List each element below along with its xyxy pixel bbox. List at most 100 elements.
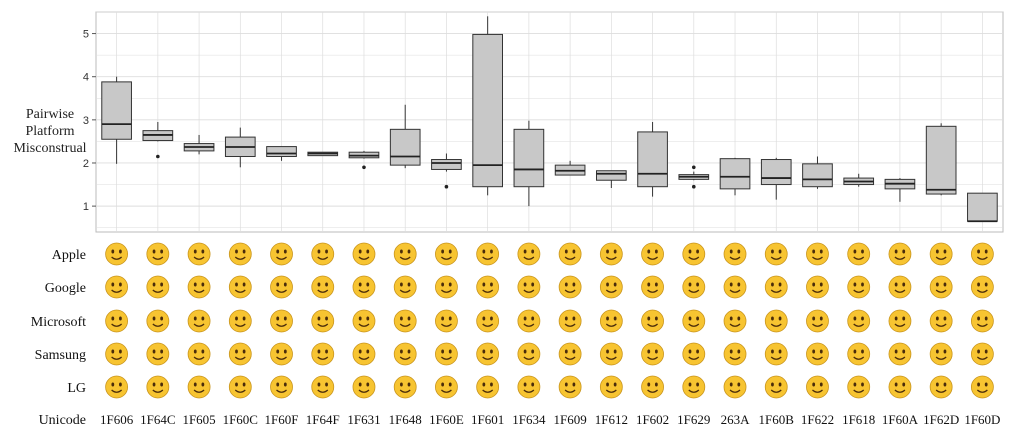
emoji-face-icon xyxy=(517,275,541,299)
emoji-face-icon xyxy=(393,309,417,333)
emoji-face-icon xyxy=(393,375,417,399)
platform-label-microsoft: Microsoft xyxy=(31,315,86,330)
emoji-face-icon xyxy=(558,342,582,366)
emoji-face-icon xyxy=(599,342,623,366)
outlier-point xyxy=(362,165,366,170)
y-tick-label: 4 xyxy=(83,72,89,84)
emoji-face-icon xyxy=(228,342,252,366)
emoji-face-icon xyxy=(435,375,458,399)
box-1F60E xyxy=(431,153,462,189)
emoji-face-icon xyxy=(806,242,829,266)
emoji-face-icon xyxy=(599,309,623,333)
emoji-face-icon xyxy=(311,275,335,299)
y-tick-label: 2 xyxy=(83,158,89,170)
emoji-face-icon xyxy=(806,275,829,299)
emoji-face-icon xyxy=(723,375,747,399)
emoji-face-icon xyxy=(847,375,871,399)
emoji-face-icon xyxy=(476,309,500,333)
emoji-face-icon xyxy=(146,242,170,266)
emoji-face-icon xyxy=(352,309,376,333)
unicode-code-label: 1F60B xyxy=(759,412,795,427)
box-1F62D xyxy=(925,123,957,196)
emoji-face-icon xyxy=(270,342,293,366)
emoji-face-icon xyxy=(311,342,335,366)
unicode-code-label: 1F60E xyxy=(429,412,464,427)
iqr-box xyxy=(101,81,132,140)
emoji-face-icon xyxy=(847,342,871,366)
box-263A xyxy=(719,157,751,196)
box-1F60F xyxy=(266,146,297,161)
unicode-code-label: 1F64C xyxy=(140,412,175,427)
emoji-face-icon xyxy=(558,375,582,399)
box-1F60A xyxy=(884,178,916,202)
panel-frame xyxy=(95,11,1004,233)
emoji-face-icon xyxy=(682,375,706,399)
outlier-point xyxy=(444,184,449,189)
iqr-box xyxy=(967,192,998,222)
unicode-code-label: 1F64F xyxy=(306,412,340,427)
emoji-face-icon xyxy=(270,275,293,299)
emoji-face-icon xyxy=(105,309,129,333)
emoji-face-icon xyxy=(517,375,541,399)
emoji-face-icon xyxy=(393,242,417,266)
box-1F612 xyxy=(595,170,627,188)
box-1F602 xyxy=(637,122,668,197)
emoji-face-icon xyxy=(888,309,912,333)
emoji-face-icon xyxy=(970,375,994,399)
emoji-face-icon xyxy=(764,309,788,333)
iqr-box xyxy=(595,170,627,181)
emoji-face-icon xyxy=(929,342,953,366)
y-tick-label: 1 xyxy=(83,201,89,213)
emoji-face-icon xyxy=(311,375,335,399)
iqr-box xyxy=(719,158,751,190)
emoji-face-icon xyxy=(558,275,582,299)
emoji-face-icon xyxy=(723,275,747,299)
emoji-face-icon xyxy=(929,242,953,266)
emoji-face-icon xyxy=(888,275,912,299)
box-1F60D xyxy=(967,192,998,223)
emoji-face-icon xyxy=(435,309,458,333)
emoji-face-icon xyxy=(393,275,417,299)
emoji-grid xyxy=(105,242,994,399)
box-1F634 xyxy=(513,120,545,207)
emoji-face-icon xyxy=(352,375,376,399)
emoji-face-icon xyxy=(641,375,664,399)
emoji-face-icon xyxy=(806,309,829,333)
emoji-face-icon xyxy=(228,242,252,266)
emoji-face-icon xyxy=(476,275,500,299)
unicode-labels: Unicode 1F606 1F64C 1F605 1F60C 1F60F 1F64F 1F6… xyxy=(39,412,1001,428)
emoji-face-icon xyxy=(682,342,706,366)
emoji-face-icon xyxy=(187,242,211,266)
emoji-face-icon xyxy=(352,275,376,299)
outlier-point xyxy=(691,165,696,170)
unicode-code-label: 1F648 xyxy=(389,412,422,427)
emoji-face-icon xyxy=(105,242,129,266)
emoji-face-icon xyxy=(517,342,541,366)
emoji-face-icon xyxy=(435,242,458,266)
emoji-face-icon xyxy=(476,342,500,366)
box-1F609 xyxy=(554,160,586,176)
unicode-code-label: 1F601 xyxy=(471,412,504,427)
unicode-code-label: 1F60C xyxy=(223,412,258,427)
emoji-face-icon xyxy=(187,342,211,366)
emoji-face-icon xyxy=(682,242,706,266)
emoji-face-icon xyxy=(599,275,623,299)
emoji-face-icon xyxy=(517,309,541,333)
emoji-face-icon xyxy=(723,242,747,266)
iqr-box xyxy=(431,159,462,170)
box-1F64F xyxy=(307,151,339,157)
unicode-code-label: 1F618 xyxy=(842,412,875,427)
unicode-row-label: Unicode xyxy=(39,413,86,428)
emoji-face-icon xyxy=(806,342,829,366)
emoji-face-icon xyxy=(146,275,170,299)
emoji-face-icon xyxy=(435,275,458,299)
iqr-box xyxy=(389,128,421,166)
emoji-face-icon xyxy=(146,342,170,366)
unicode-code-label: 1F612 xyxy=(595,412,628,427)
emoji-face-icon xyxy=(311,309,335,333)
emoji-face-icon xyxy=(393,342,417,366)
emoji-face-icon xyxy=(764,242,788,266)
unicode-code-label: 1F631 xyxy=(347,412,380,427)
unicode-code-label: 1F60D xyxy=(964,412,1000,427)
emoji-face-icon xyxy=(723,309,747,333)
